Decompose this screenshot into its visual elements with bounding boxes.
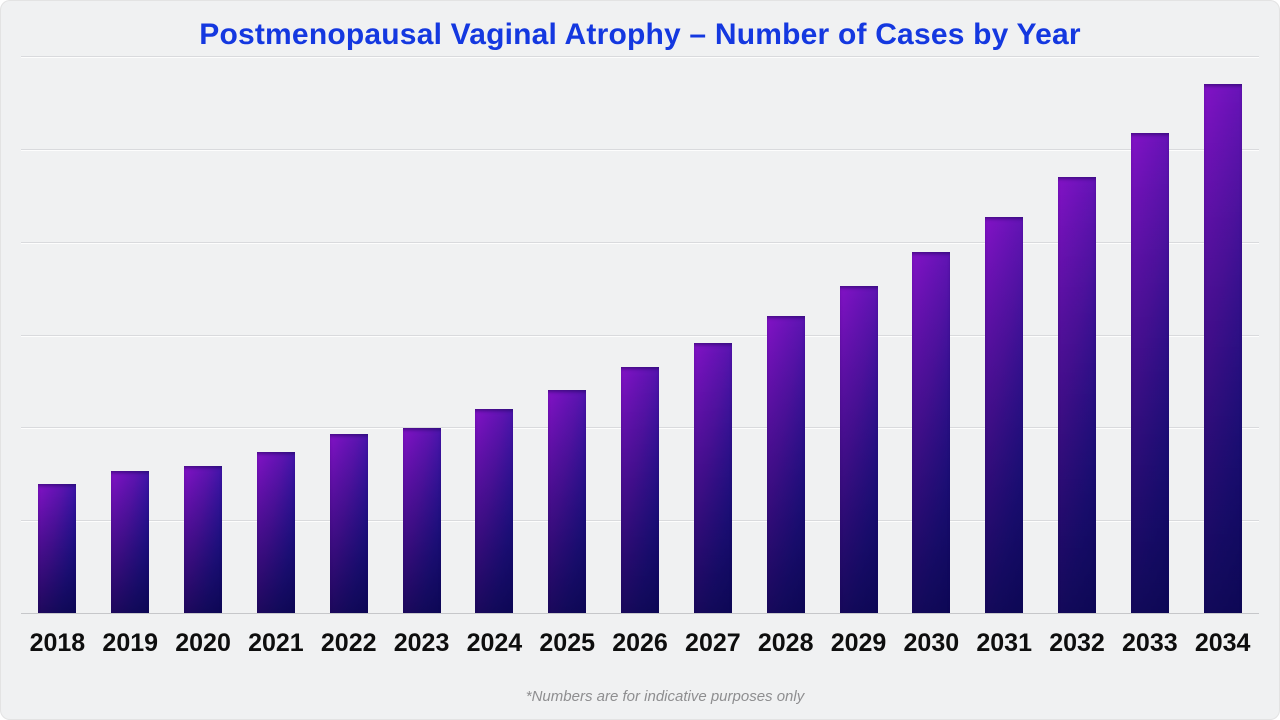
x-label-2020: 2020	[175, 629, 231, 657]
chart-title: Postmenopausal Vaginal Atrophy – Number …	[199, 18, 1081, 51]
x-axis-labels: 2018 2019 2020 2021 2022 2023 2024 2025 2026 2027…	[21, 629, 1259, 658]
bar-2020	[184, 466, 223, 613]
x-label-2029: 2029	[830, 629, 887, 657]
bar-2032	[1058, 176, 1096, 613]
bar-cell-2024	[458, 0, 531, 613]
bar-2034	[1203, 83, 1242, 613]
bar-cell-2030	[895, 0, 968, 613]
x-axis-line	[21, 613, 1259, 614]
x-label-2033: 2033	[1122, 629, 1178, 657]
bar-cell-2025	[531, 0, 604, 613]
gridline	[21, 335, 1259, 336]
bar-cell-2026	[604, 0, 677, 613]
bar-cell-2018	[21, 0, 94, 613]
x-label-2018: 2018	[29, 629, 86, 657]
bar-2018	[38, 483, 77, 613]
gridline	[21, 242, 1259, 243]
x-label-2034: 2034	[1194, 629, 1251, 657]
x-label-2019: 2019	[102, 629, 159, 657]
bar-2030	[912, 252, 951, 613]
x-label-2032: 2032	[1049, 629, 1105, 657]
x-label-2030: 2030	[903, 629, 960, 657]
x-label-2024: 2024	[466, 629, 523, 657]
gridline	[21, 56, 1259, 57]
bar-2033	[1130, 132, 1169, 613]
bar-cell-2020	[167, 0, 240, 613]
bar-2026	[621, 366, 660, 613]
bar-cell-2032	[1041, 0, 1114, 613]
bar-2027	[693, 342, 732, 613]
bar-cell-2034	[1186, 0, 1259, 613]
bar-cell-2027	[676, 0, 749, 613]
bar-2022	[329, 434, 368, 613]
bar-2029	[839, 286, 878, 613]
bar-2031	[985, 217, 1024, 613]
gridline	[21, 149, 1259, 150]
bar-series	[21, 0, 1259, 613]
x-label-2027: 2027	[685, 629, 741, 657]
bar-2021	[256, 452, 295, 613]
footnote: *Numbers are for indicative purposes onl…	[525, 688, 805, 705]
x-label-2031: 2031	[976, 629, 1032, 657]
bar-2023	[402, 428, 441, 613]
bar-cell-2019	[94, 0, 167, 613]
bar-2024	[475, 409, 514, 613]
bar-cell-2029	[822, 0, 895, 613]
x-label-2026: 2026	[612, 629, 668, 657]
x-label-2022: 2022	[320, 629, 377, 657]
bar-2025	[548, 390, 587, 613]
bar-cell-2028	[749, 0, 822, 613]
bar-2019	[111, 471, 150, 613]
bar-cell-2033	[1113, 0, 1186, 613]
bar-cell-2023	[385, 0, 458, 613]
x-label-2023: 2023	[393, 629, 450, 657]
x-label-2021: 2021	[248, 629, 304, 657]
bar-cell-2022	[312, 0, 385, 613]
bar-cell-2031	[968, 0, 1041, 613]
bar-2028	[766, 316, 805, 613]
x-label-2025: 2025	[539, 629, 596, 657]
bar-cell-2021	[239, 0, 312, 613]
x-label-2028: 2028	[757, 629, 814, 657]
